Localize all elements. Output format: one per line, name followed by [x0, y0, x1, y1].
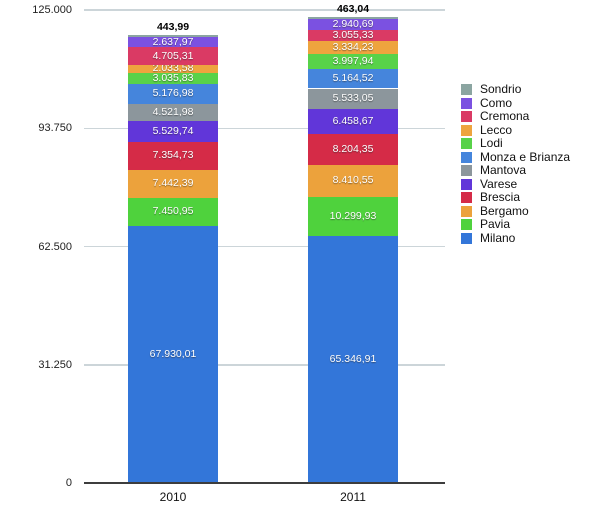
- legend-label: Cremona: [480, 109, 530, 124]
- legend-swatch-como: [461, 97, 472, 109]
- legend-item-cremona: Cremona: [461, 110, 570, 124]
- segment-lodi-2010: [128, 72, 218, 85]
- legend-label: Pavia: [480, 217, 511, 232]
- legend-label: Bergamo: [480, 203, 529, 218]
- segment-value-label: 7.450,95: [152, 205, 194, 218]
- legend-item-lodi: Lodi: [461, 137, 570, 151]
- segment-como-2011: [308, 18, 398, 30]
- bar-top-value-label: 463,04: [336, 2, 370, 15]
- legend-swatch-pavia: [461, 219, 472, 231]
- legend-label: Mantova: [480, 163, 527, 178]
- y-tick-label: 31.250: [38, 358, 72, 371]
- segment-varese-2010: [128, 120, 218, 142]
- legend-label: Monza e Brianza: [480, 149, 571, 164]
- segment-value-label: 4.705,31: [152, 49, 194, 62]
- legend-item-bergamo: Bergamo: [461, 203, 570, 219]
- legend-item-sondrio: Sondrio: [461, 83, 570, 97]
- legend-label: Sondrio: [480, 82, 522, 97]
- legend-label: Como: [480, 95, 513, 110]
- segment-varese-2011: [308, 109, 398, 134]
- x-axis-line: [84, 482, 445, 484]
- segment-lecco-2011: [308, 41, 398, 54]
- legend-label: Lecco: [480, 122, 513, 137]
- segment-bergamo-2010: [128, 169, 218, 198]
- legend-label: Brescia: [480, 190, 521, 205]
- segment-pavia-2010: [128, 197, 218, 226]
- segment-monza-e-brianza-2011: [308, 68, 398, 89]
- legend-swatch-lodi: [461, 138, 472, 150]
- segment-value-label: 5.529,74: [152, 124, 194, 137]
- legend-swatch-monza-e-brianza: [461, 151, 472, 163]
- legend-swatch-mantova: [461, 165, 472, 177]
- y-tick-label: 125.000: [32, 4, 72, 16]
- segment-lodi-2011: [308, 53, 398, 69]
- segment-value-label: 2.637,97: [152, 35, 194, 48]
- legend-label: Lodi: [480, 136, 503, 151]
- legend-item-lecco: Lecco: [461, 122, 570, 138]
- legend-item-milano: Milano: [461, 230, 570, 246]
- legend-swatch-varese: [461, 178, 472, 190]
- x-tick-label: 2011: [340, 490, 366, 504]
- segment-milano-2011: [308, 235, 398, 483]
- segment-sondrio-2011: [308, 16, 398, 19]
- segment-como-2010: [128, 37, 218, 48]
- y-tick-label: 62.500: [38, 240, 72, 253]
- segment-cremona-2011: [308, 29, 398, 42]
- segment-monza-e-brianza-2010: [128, 84, 218, 104]
- legend-swatch-cremona: [461, 111, 472, 123]
- bar-top-value-label: 443,99: [156, 21, 190, 34]
- segment-value-label: 2.940,69: [332, 17, 374, 30]
- legend-item-monza-e-brianza: Monza e Brianza: [461, 149, 571, 165]
- segment-value-label: 3.055,33: [332, 28, 374, 41]
- segment-value-label: 5.176,98: [152, 87, 194, 100]
- segment-mantova-2011: [308, 88, 398, 110]
- segment-value-label: 7.354,73: [152, 149, 194, 162]
- segment-milano-2010: [128, 225, 218, 483]
- segment-value-label: 4.521,98: [152, 105, 194, 118]
- legend-swatch-milano: [461, 232, 472, 244]
- segment-value-label: 3.334,23: [332, 41, 374, 53]
- segment-cremona-2010: [128, 47, 218, 65]
- segment-value-label: 8.410,55: [332, 174, 374, 187]
- segment-value-label: 65.346,91: [329, 352, 377, 365]
- legend: Sondrio Como Cremona Lecco Lodi Monza e Brian…: [461, 83, 570, 245]
- segment-brescia-2010: [128, 141, 218, 170]
- segment-value-label: 3.997,94: [332, 54, 374, 67]
- legend-label: Varese: [480, 176, 518, 191]
- segment-bergamo-2011: [308, 164, 398, 197]
- segment-value-label: 5.164,52: [332, 72, 374, 85]
- segment-pavia-2011: [308, 196, 398, 236]
- segment-value-label: 3.035,83: [152, 71, 194, 84]
- segment-lecco-2010: [128, 64, 218, 73]
- segment-value-label: 2.033,58: [152, 62, 194, 75]
- gridline: [84, 364, 445, 366]
- segment-value-label: 67.930,01: [149, 347, 197, 360]
- y-tick-label: 0: [65, 477, 72, 489]
- legend-item-como: Como: [461, 95, 570, 111]
- segment-brescia-2011: [308, 133, 398, 165]
- gridline: [84, 245, 445, 248]
- legend-item-mantova: Mantova: [461, 164, 570, 178]
- legend-swatch-lecco: [461, 124, 472, 136]
- segment-sondrio-2010: [128, 35, 218, 38]
- legend-swatch-bergamo: [461, 205, 472, 217]
- y-tick-label: 93.750: [38, 122, 72, 135]
- gridline: [84, 127, 445, 129]
- segment-mantova-2010: [128, 103, 218, 121]
- legend-swatch-brescia: [461, 192, 472, 204]
- x-tick-label: 2010: [159, 490, 187, 504]
- gridline: [84, 9, 445, 11]
- legend-swatch-sondrio: [461, 84, 472, 96]
- legend-item-varese: Varese: [461, 176, 570, 192]
- segment-value-label: 5.533,05: [332, 92, 374, 105]
- segment-value-label: 8.204,35: [332, 142, 374, 155]
- segment-value-label: 10.299,93: [329, 209, 377, 222]
- segment-value-label: 7.442,39: [152, 177, 194, 190]
- legend-item-brescia: Brescia: [461, 191, 570, 205]
- legend-label: Milano: [480, 230, 516, 245]
- segment-value-label: 6.458,67: [332, 115, 374, 128]
- legend-item-pavia: Pavia: [461, 218, 570, 232]
